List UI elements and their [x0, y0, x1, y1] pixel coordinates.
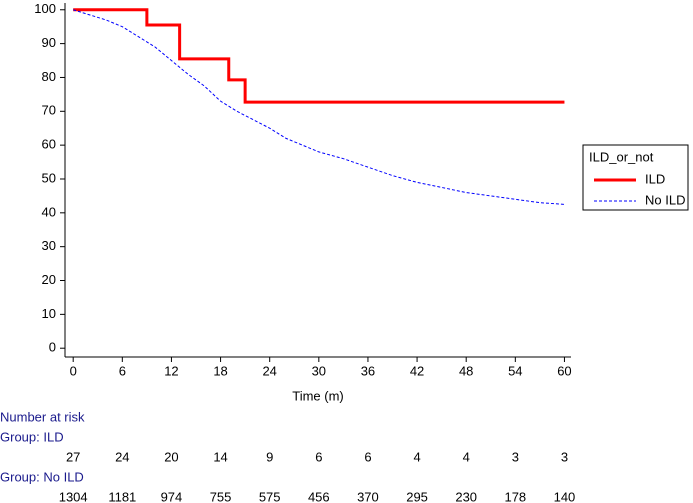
y-tick-label: 30	[42, 238, 56, 253]
y-tick-label: 90	[42, 35, 56, 50]
risk-count: 9	[266, 449, 273, 464]
risk-count: 27	[66, 449, 80, 464]
risk-count: 1181	[108, 489, 136, 503]
risk-count: 230	[455, 489, 477, 503]
risk-count: 3	[561, 449, 568, 464]
risk-count: 178	[504, 489, 526, 503]
risk-count: 3	[512, 449, 519, 464]
risk-count: 4	[413, 449, 420, 464]
y-tick-label: 10	[42, 306, 56, 321]
y-tick-label: 80	[42, 69, 56, 84]
risk-count: 974	[161, 489, 183, 503]
risk-count: 20	[164, 449, 178, 464]
risk-count: 1304	[59, 489, 88, 503]
risk-count: 575	[259, 489, 281, 503]
x-tick-label: 0	[70, 363, 77, 378]
survival-line	[73, 8, 565, 104]
legend-label: ILD	[645, 171, 665, 186]
risk-count: 6	[315, 449, 322, 464]
x-tick-label: 12	[164, 363, 178, 378]
y-tick-label: 60	[42, 137, 56, 152]
y-tick-label: 50	[42, 170, 56, 185]
x-tick-label: 54	[508, 363, 522, 378]
x-tick-label: 42	[410, 363, 424, 378]
x-tick-label: 6	[119, 363, 126, 378]
legend-label: No ILD	[645, 192, 685, 207]
risk-count: 6	[364, 449, 371, 464]
y-tick-label: 0	[49, 340, 56, 355]
x-tick-label: 48	[459, 363, 473, 378]
risk-group-label: Group: No ILD	[0, 469, 84, 484]
legend-box	[582, 144, 689, 211]
legend-title: ILD_or_not	[589, 149, 654, 164]
x-axis-label: Time (m)	[292, 388, 344, 403]
risk-count: 755	[210, 489, 232, 503]
survival-line	[73, 9, 565, 205]
risk-count: 14	[213, 449, 227, 464]
y-tick-label: 100	[34, 1, 56, 16]
risk-count: 24	[115, 449, 129, 464]
risk-count: 295	[406, 489, 428, 503]
risk-table-title: Number at risk	[0, 409, 85, 424]
y-tick-label: 70	[42, 103, 56, 118]
y-tick-label: 40	[42, 204, 56, 219]
x-tick-label: 36	[361, 363, 375, 378]
x-tick-label: 30	[312, 363, 326, 378]
risk-group-label: Group: ILD	[0, 429, 64, 444]
risk-count: 4	[463, 449, 470, 464]
risk-count: 140	[554, 489, 576, 503]
risk-count: 456	[308, 489, 330, 503]
x-tick-label: 24	[262, 363, 276, 378]
x-tick-label: 18	[213, 363, 227, 378]
x-tick-label: 60	[557, 363, 571, 378]
risk-count: 370	[357, 489, 379, 503]
y-tick-label: 20	[42, 272, 56, 287]
